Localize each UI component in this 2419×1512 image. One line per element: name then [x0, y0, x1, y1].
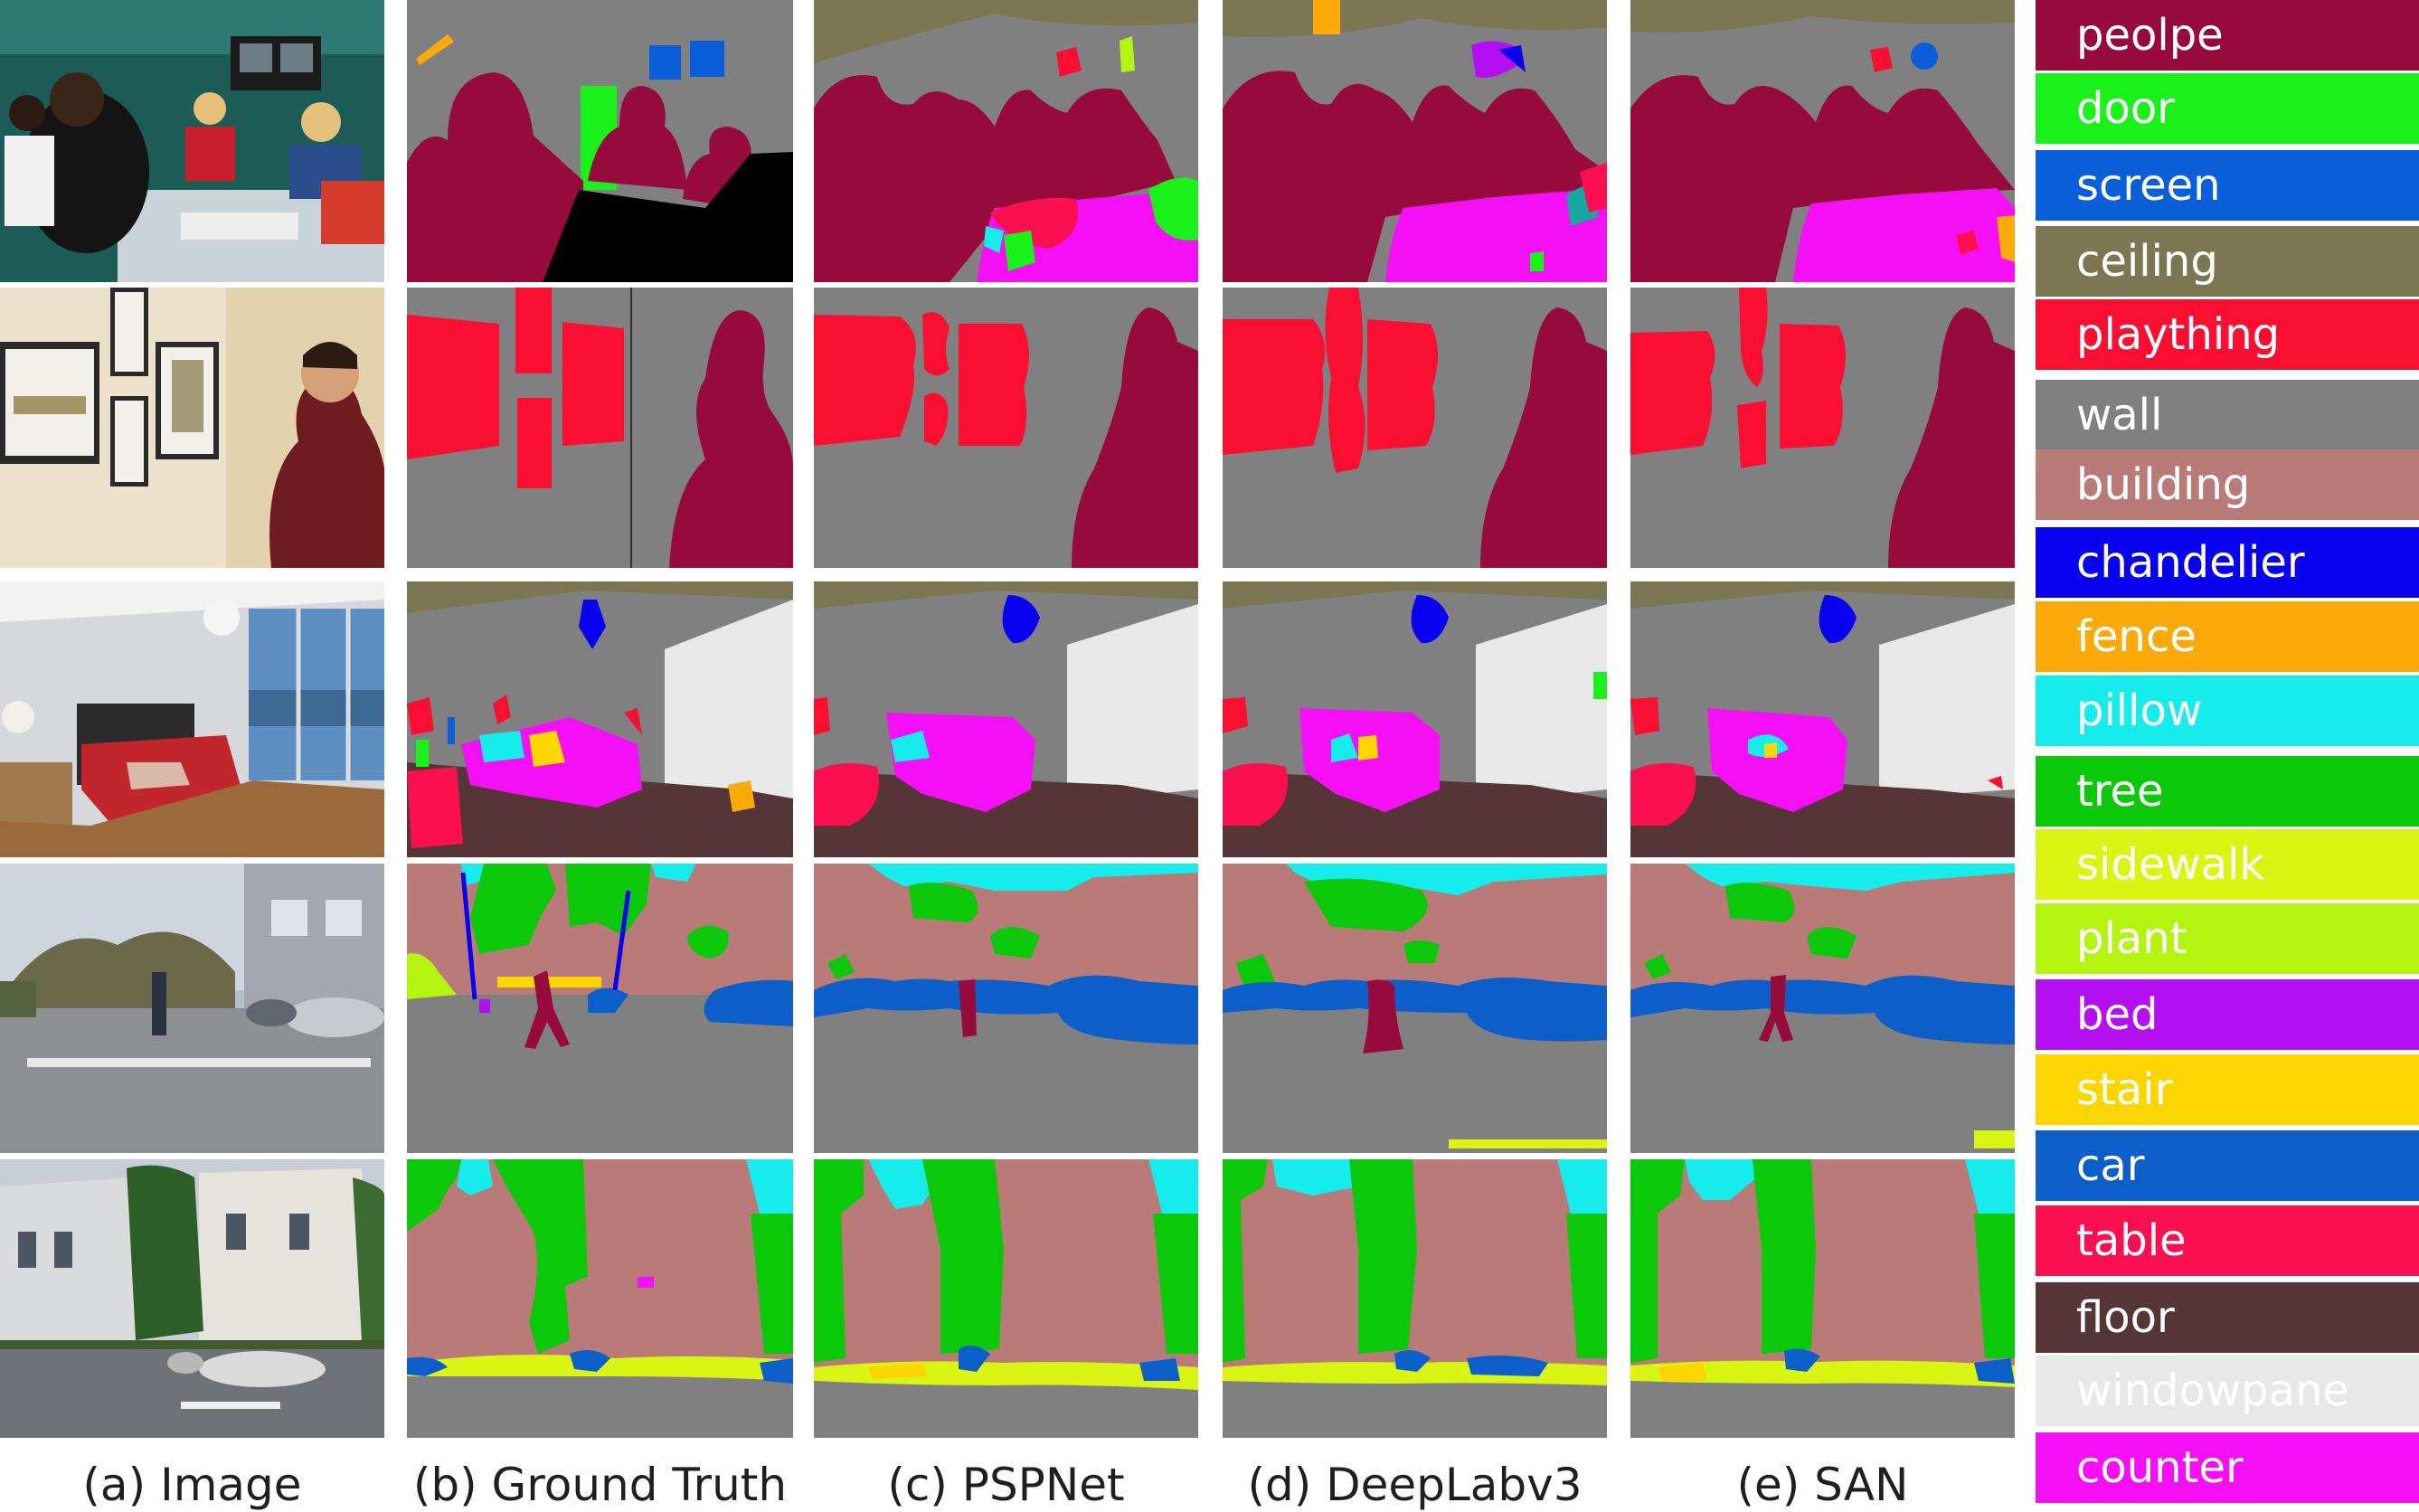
legend-item-pillow: pillow: [2036, 676, 2419, 746]
legend-label: floor: [2076, 1292, 2175, 1343]
row3-deeplabv3: [1223, 581, 1607, 857]
row2-deeplabv3: [1223, 288, 1607, 568]
legend-item-plant: plant: [2036, 903, 2419, 974]
legend-item-fence: fence: [2036, 601, 2419, 672]
legend-item-door: door: [2036, 73, 2419, 144]
legend-item-stair: stair: [2036, 1054, 2419, 1125]
legend-label: fence: [2076, 611, 2197, 662]
legend-label: wall: [2076, 390, 2163, 440]
legend-label: car: [2076, 1140, 2145, 1191]
row5-ground-truth: [407, 1159, 793, 1438]
row1-image: [0, 0, 384, 282]
row5-pspnet: [814, 1159, 1198, 1438]
caption-san: (e) SAN: [1736, 1459, 1909, 1511]
row4-image: [0, 864, 384, 1153]
row3-ground-truth: [407, 581, 793, 857]
legend-item-counter: counter: [2036, 1432, 2419, 1503]
row1-pspnet: [814, 0, 1198, 282]
row4-pspnet: [814, 864, 1198, 1153]
legend-item-screen: screen: [2036, 150, 2419, 221]
caption-ground-truth: (b) Ground Truth: [412, 1459, 788, 1511]
legend-label: stair: [2076, 1064, 2173, 1115]
legend-label: screen: [2076, 160, 2221, 211]
legend-item-car: car: [2036, 1130, 2419, 1201]
legend-label: building: [2076, 459, 2251, 510]
row4-deeplabv3: [1223, 864, 1607, 1153]
legend-item-chandelier: chandelier: [2036, 527, 2419, 598]
legend-item-tree: tree: [2036, 756, 2419, 827]
legend-item-table: table: [2036, 1205, 2419, 1276]
legend-label: table: [2076, 1215, 2187, 1266]
row1-ground-truth: [407, 0, 793, 282]
legend-item-building: building: [2036, 449, 2419, 520]
row1-deeplabv3: [1223, 0, 1607, 282]
row5-san: [1630, 1159, 2015, 1438]
legend-label: door: [2076, 83, 2175, 134]
row3-san: [1630, 581, 2015, 857]
legend-label: tree: [2076, 766, 2164, 817]
legend-label: ceiling: [2076, 236, 2218, 287]
row4-san: [1630, 864, 2015, 1153]
row3-pspnet: [814, 581, 1198, 857]
legend-label: pillow: [2076, 685, 2203, 736]
row1-san: [1630, 0, 2015, 282]
row5-deeplabv3: [1223, 1159, 1607, 1438]
legend-label: plaything: [2076, 309, 2281, 360]
legend-item-floor: floor: [2036, 1282, 2419, 1353]
legend-label: counter: [2076, 1442, 2244, 1493]
legend-label: sidewalk: [2076, 839, 2265, 890]
row5-image: [0, 1159, 384, 1438]
row2-san: [1630, 288, 2015, 568]
legend-label: plant: [2076, 913, 2187, 964]
row2-image: [0, 288, 384, 568]
row4-ground-truth: [407, 864, 793, 1153]
legend-label: chandelier: [2076, 537, 2305, 588]
legend-label: windowpane: [2076, 1366, 2349, 1416]
row2-ground-truth: [407, 288, 793, 568]
row2-pspnet: [814, 288, 1198, 568]
caption-deeplabv3: (d) DeepLabv3: [1247, 1459, 1583, 1511]
legend-item-bed: bed: [2036, 979, 2419, 1050]
legend-item-peolpe: peolpe: [2036, 0, 2419, 71]
legend-item-sidewalk: sidewalk: [2036, 829, 2419, 900]
row3-image: [0, 581, 384, 857]
caption-image: (a) Image: [82, 1459, 302, 1511]
legend-item-plaything: plaything: [2036, 299, 2419, 370]
legend-label: bed: [2076, 989, 2159, 1040]
legend-item-windowpane: windowpane: [2036, 1356, 2419, 1426]
legend-label: peolpe: [2076, 10, 2224, 61]
caption-pspnet: (c) PSPNet: [887, 1459, 1125, 1511]
legend-item-wall: wall: [2036, 380, 2419, 450]
legend-item-ceiling: ceiling: [2036, 226, 2419, 297]
